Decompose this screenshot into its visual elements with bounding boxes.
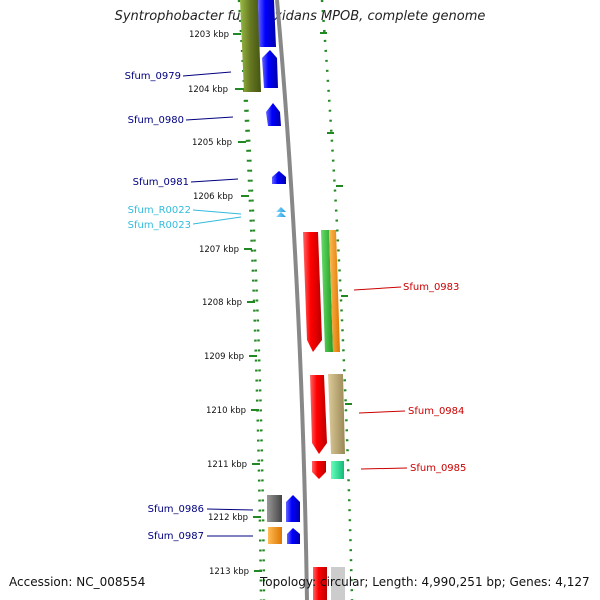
gene-labels: Sfum_0979 Sfum_0980 Sfum_0981 Sfum_R0022… <box>125 71 467 542</box>
scale-label: 1210 kbp <box>206 406 246 416</box>
gene-label-sfumR0022: Sfum_R0022 <box>128 205 191 216</box>
gene-label-sfum0979: Sfum_0979 <box>125 71 181 82</box>
outer-right-dots <box>320 0 354 600</box>
scale-label: 1204 kbp <box>188 85 228 95</box>
tick-tracks <box>237 0 354 600</box>
scale: 1203 kbp 1204 kbp 1205 kbp 1206 kbp 1207… <box>188 30 262 577</box>
gene-sfum0979b-arrow <box>262 50 278 88</box>
scale-label: 1206 kbp <box>193 192 233 202</box>
genome-backbone <box>275 0 309 600</box>
outer-left-dots <box>238 0 266 600</box>
gene-bottom-red <box>313 567 327 600</box>
forward-genes <box>240 0 300 544</box>
gene-label-sfum0983: Sfum_0983 <box>403 282 459 293</box>
gene-sfum0980-arrow <box>266 103 281 126</box>
gene-sfum0984-red <box>310 375 327 454</box>
gene-sfum0979-arrow <box>258 0 276 47</box>
gene-sfumR0022-arrow <box>276 207 286 212</box>
scale-label: 1212 kbp <box>208 513 248 523</box>
gene-sfum0983-orange <box>329 230 340 352</box>
scale-label: 1207 kbp <box>199 245 239 255</box>
gene-sfum0984-khaki <box>328 374 345 454</box>
reverse-genes <box>303 230 345 600</box>
gene-bottom-grey <box>331 567 345 600</box>
gene-sfum0985-red <box>312 461 326 479</box>
gene-label-sfumR0023: Sfum_R0023 <box>128 220 191 231</box>
leader-lines <box>182 71 408 537</box>
gene-label-sfum0984: Sfum_0984 <box>408 406 464 417</box>
gene-label-sfum0987: Sfum_0987 <box>148 531 204 542</box>
right-track-ticks <box>320 32 352 405</box>
inner-left-dots <box>237 0 263 600</box>
scale-label: 1209 kbp <box>204 352 244 362</box>
accession-label: Accession: NC_008554 <box>9 575 146 589</box>
gene-olive-block <box>240 0 261 92</box>
gene-sfumR0023-arrow <box>276 212 286 217</box>
gene-label-sfum0985: Sfum_0985 <box>410 463 466 474</box>
scale-label: 1205 kbp <box>192 138 232 148</box>
gene-sfum0987-arrow <box>287 528 300 544</box>
topology-label: Topology: circular; Length: 4,990,251 bp… <box>260 575 590 589</box>
gene-label-sfum0986: Sfum_0986 <box>148 504 204 515</box>
scale-label: 1213 kbp <box>209 567 249 577</box>
gene-label-sfum0981: Sfum_0981 <box>133 177 189 188</box>
gene-sfum0985-mint <box>331 461 344 479</box>
gene-sfum0983-red <box>303 232 322 352</box>
gene-sfum0986-grey <box>267 495 282 522</box>
gene-sfum0981-arrow <box>272 171 286 184</box>
gene-sfum0986-arrow <box>286 495 300 522</box>
scale-label: 1203 kbp <box>189 30 229 40</box>
gene-sfum0987-orange <box>268 527 282 544</box>
scale-label: 1211 kbp <box>207 460 247 470</box>
map-title: Syntrophobacter fumaroxidans MPOB, compl… <box>114 9 486 24</box>
scale-label: 1208 kbp <box>202 298 242 308</box>
gene-label-sfum0980: Sfum_0980 <box>128 115 184 126</box>
